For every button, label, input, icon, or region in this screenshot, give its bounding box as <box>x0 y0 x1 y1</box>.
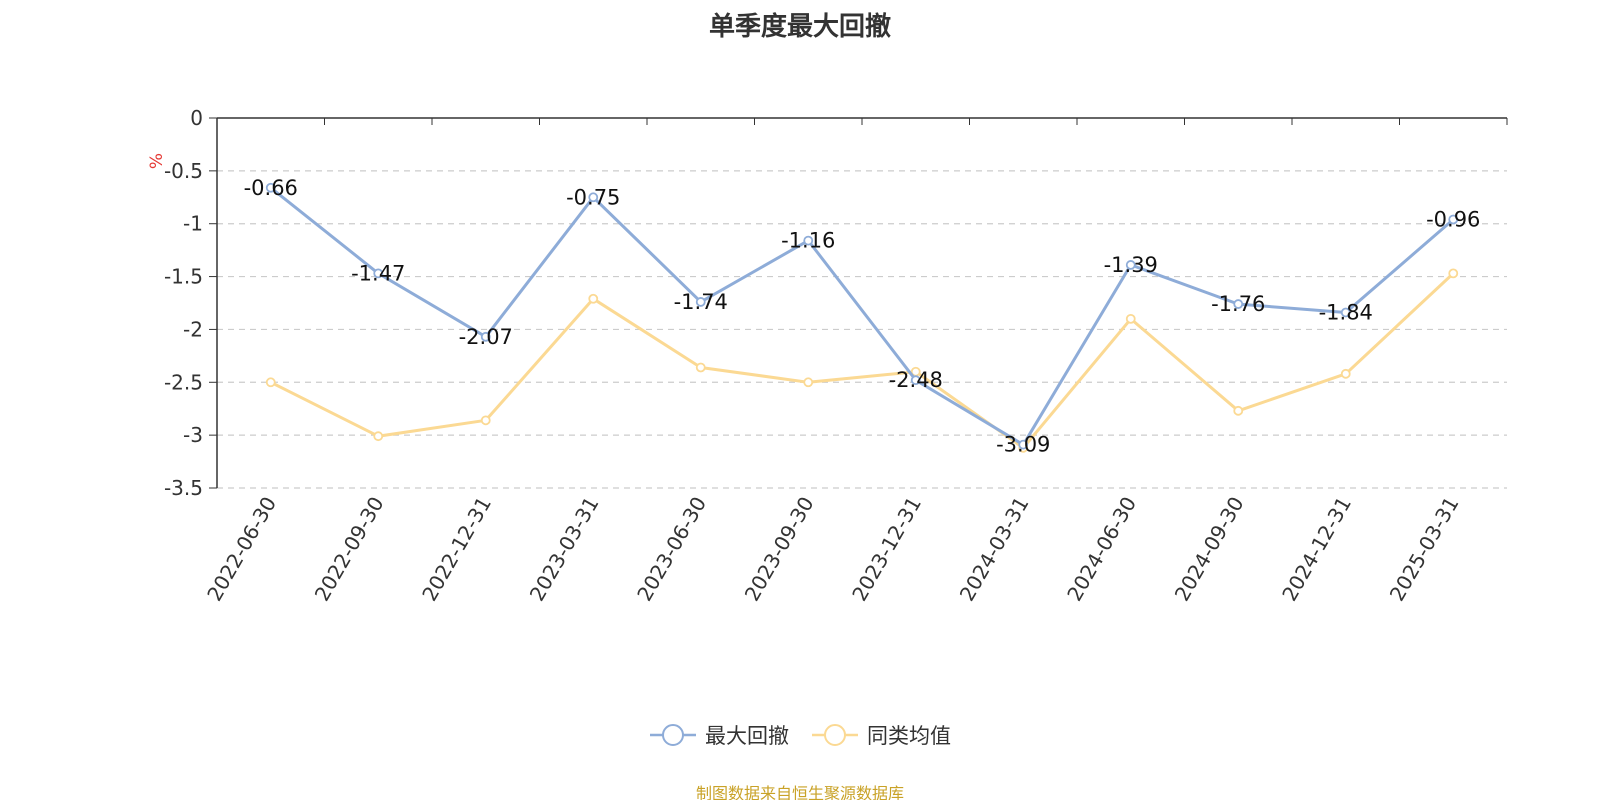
data-point[interactable] <box>1233 299 1244 309</box>
x-tick-label: 2024-06-30 <box>1062 493 1141 606</box>
data-point[interactable] <box>1448 214 1459 225</box>
data-point[interactable] <box>803 377 814 388</box>
legend: 最大回撤 同类均值 <box>0 720 1600 750</box>
y-tick-label: -2 <box>183 317 203 341</box>
y-tick-label: -3.5 <box>164 476 203 500</box>
series-line-1 <box>269 186 1455 447</box>
data-point[interactable] <box>373 268 384 279</box>
data-point[interactable] <box>1125 260 1136 270</box>
data-point[interactable] <box>1233 405 1244 416</box>
data-label: -0.96 <box>1426 207 1480 231</box>
y-tick-label: -1.5 <box>164 265 203 289</box>
source-note: 制图数据来自恒生聚源数据库 <box>695 784 904 800</box>
chart-title: 单季度最大回撤 <box>708 12 891 42</box>
x-tick-label: 2024-12-31 <box>1277 493 1356 606</box>
data-point[interactable] <box>373 431 384 442</box>
data-point[interactable] <box>265 182 276 193</box>
data-point[interactable] <box>910 375 921 386</box>
x-tick-label: 2022-06-30 <box>202 493 281 606</box>
data-label: -3.09 <box>996 433 1050 457</box>
data-point[interactable] <box>265 377 276 388</box>
data-labels: -0.66 -1.47 -2.07 -0.75 -1.74 -1.16 -2.48 -3.09… <box>244 176 1481 457</box>
x-tick-label: 2023-03-31 <box>525 493 604 606</box>
y-tick-label: -2.5 <box>164 370 203 394</box>
data-point[interactable] <box>1340 368 1351 379</box>
data-point[interactable] <box>695 362 706 373</box>
legend-label: 最大回撤 <box>705 724 789 748</box>
y-tick-label: -1 <box>183 212 203 236</box>
data-point[interactable] <box>1448 268 1459 279</box>
legend-marker-icon <box>650 724 696 746</box>
data-label: -1.76 <box>1211 292 1265 316</box>
x-tick-label: 2024-03-31 <box>955 493 1034 606</box>
x-tick-label: 2025-03-31 <box>1385 493 1464 606</box>
data-point[interactable] <box>588 192 599 203</box>
grid-lines <box>217 170 1507 489</box>
data-point[interactable] <box>480 415 491 426</box>
data-point[interactable] <box>1018 439 1029 450</box>
legend-item[interactable]: 最大回撤 <box>649 720 789 750</box>
x-tick-label: 2022-09-30 <box>310 493 389 606</box>
data-label: -1.47 <box>351 261 405 285</box>
x-tick-label: 2024-09-30 <box>1170 493 1249 606</box>
series-lines <box>265 182 1459 453</box>
x-tick-label: 2022-12-31 <box>417 493 496 606</box>
series-line-2 <box>270 272 1455 450</box>
data-label: -1.16 <box>781 229 835 253</box>
data-point[interactable] <box>695 297 706 307</box>
x-tick-label: 2023-09-30 <box>740 493 819 606</box>
x-tick-label: 2023-06-30 <box>632 493 711 606</box>
data-label: -0.75 <box>566 185 620 209</box>
x-tick-label: 2023-12-31 <box>847 493 926 606</box>
data-label: -1.84 <box>1319 301 1373 325</box>
legend-marker-icon <box>812 724 858 746</box>
y-tick-label: -0.5 <box>164 159 203 183</box>
legend-label: 同类均值 <box>867 724 951 748</box>
data-point[interactable] <box>1125 313 1136 324</box>
data-point[interactable] <box>588 293 599 304</box>
data-point[interactable] <box>1340 307 1351 318</box>
data-point[interactable] <box>480 331 491 342</box>
data-label: -1.74 <box>674 290 728 314</box>
data-point[interactable] <box>803 235 814 246</box>
y-tick-label: -3 <box>183 423 203 447</box>
data-label: -2.48 <box>889 368 943 392</box>
legend-item[interactable]: 同类均值 <box>811 720 951 750</box>
y-axis-label: % <box>147 153 167 169</box>
data-label: -0.66 <box>244 176 298 200</box>
data-label: -1.39 <box>1104 253 1158 277</box>
y-tick-label: 0 <box>190 106 203 130</box>
data-label: -2.07 <box>459 325 513 349</box>
